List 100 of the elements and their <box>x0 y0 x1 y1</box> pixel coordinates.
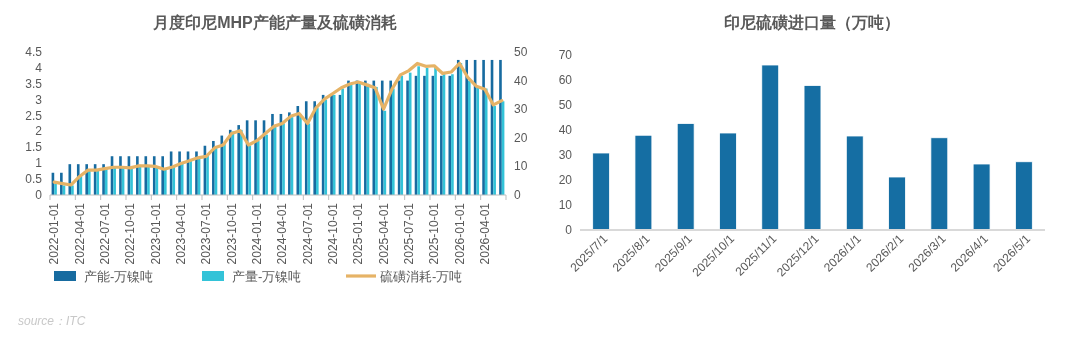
bar <box>172 166 176 195</box>
y-tick-label: 2 <box>35 124 43 139</box>
x-tick-label: 2023-04-01 <box>173 202 188 265</box>
bar <box>484 88 488 195</box>
bar <box>380 80 384 195</box>
y-tick-label: 4.5 <box>25 45 43 59</box>
bar <box>493 106 496 195</box>
y2-tick-label: 10 <box>514 159 528 174</box>
bar <box>375 86 378 195</box>
bar <box>88 169 91 195</box>
bar <box>1015 161 1033 231</box>
bar <box>54 183 57 195</box>
x-tick-label: 2025-07-01 <box>401 202 416 265</box>
y-tick-label: 3 <box>35 92 43 107</box>
bar <box>392 88 395 195</box>
bar <box>119 156 122 195</box>
x-tick-label: 2024-01-01 <box>249 202 264 265</box>
bar <box>406 80 409 195</box>
bar <box>592 152 610 231</box>
x-tick-label: 2022-04-01 <box>72 202 87 265</box>
y-tick-label: 2.5 <box>25 108 43 123</box>
x-tick-label: 2025-10-01 <box>427 202 442 265</box>
x-tick-label: 2022-10-01 <box>123 202 138 265</box>
y-tick-label: 0.5 <box>25 172 43 187</box>
bar <box>482 59 485 195</box>
bar <box>296 106 300 195</box>
bar <box>417 66 420 195</box>
y-tick-label: 1 <box>35 156 43 171</box>
bar <box>212 140 215 195</box>
x-tick-label: 2025-04-01 <box>376 202 391 265</box>
bar <box>408 72 412 195</box>
bar <box>136 156 139 195</box>
bar <box>803 85 822 231</box>
bar <box>434 66 437 195</box>
legend-label: 产量-万镍吨 <box>232 269 302 284</box>
x-tick-label: 2022-01-01 <box>47 202 62 265</box>
x-tick-label: 2024-07-01 <box>300 202 315 265</box>
bar <box>195 151 198 195</box>
bar <box>152 156 156 195</box>
x-tick-label: 2024-04-01 <box>275 202 290 265</box>
bar <box>271 113 274 195</box>
bar <box>178 151 181 195</box>
bar <box>220 135 224 195</box>
bar <box>972 163 991 231</box>
y2-tick-label: 30 <box>514 102 528 117</box>
bar <box>237 125 240 195</box>
x-tick-label: 2023-07-01 <box>199 202 214 265</box>
y2-tick-label: 0 <box>514 188 521 202</box>
y-tick-label: 3.5 <box>25 76 43 91</box>
bar <box>304 101 308 195</box>
bar <box>423 75 426 195</box>
bar <box>372 80 376 195</box>
bar <box>634 134 653 231</box>
bar <box>499 59 502 195</box>
chart-title: 印尼硫磺进口量（万吨） <box>724 14 900 32</box>
bar <box>206 155 209 195</box>
bar <box>130 167 133 195</box>
x-tick-label: 2023-01-01 <box>148 202 163 265</box>
bar <box>223 144 226 195</box>
y-tick-label: 70 <box>558 48 573 62</box>
bar <box>313 101 316 195</box>
x-tick-label: 2026-01-01 <box>452 202 467 265</box>
y-tick-label: 0 <box>35 188 43 202</box>
y-tick-label: 30 <box>558 148 573 162</box>
y-tick-label: 20 <box>558 173 573 187</box>
x-tick-label: 2024-10-01 <box>325 202 340 265</box>
bar <box>676 123 695 231</box>
y-tick-label: 10 <box>558 198 573 212</box>
bar <box>930 137 949 231</box>
bar <box>161 156 164 195</box>
bar <box>465 59 468 195</box>
bar <box>456 59 460 195</box>
bar <box>96 169 100 195</box>
x-tick-label: 2025-01-01 <box>351 202 366 265</box>
y2-tick-label: 40 <box>514 73 528 88</box>
bar <box>845 135 864 231</box>
bar <box>719 132 737 231</box>
bar <box>761 64 780 231</box>
bar <box>254 120 257 195</box>
y2-tick-label: 50 <box>514 45 528 59</box>
line-series <box>52 61 504 187</box>
y-tick-label: 60 <box>558 73 573 87</box>
chart-title: 月度印尼MHP产能产量及硫磺消耗 <box>152 13 397 31</box>
bar <box>316 107 319 195</box>
bar <box>265 134 268 195</box>
bar <box>144 156 148 195</box>
bar <box>71 185 74 195</box>
bar <box>256 140 260 195</box>
bar <box>189 160 192 195</box>
y-tick-label: 1.5 <box>25 140 43 155</box>
x-tick-label: 2023-10-01 <box>224 202 239 265</box>
bar <box>240 129 243 195</box>
bar <box>341 88 344 195</box>
y-tick-label: 4 <box>35 60 43 75</box>
bar <box>282 123 285 195</box>
bar <box>468 80 471 195</box>
y2-tick-label: 20 <box>514 130 528 145</box>
y-tick-label: 40 <box>558 123 573 137</box>
bar <box>299 113 302 195</box>
bar <box>180 163 184 195</box>
